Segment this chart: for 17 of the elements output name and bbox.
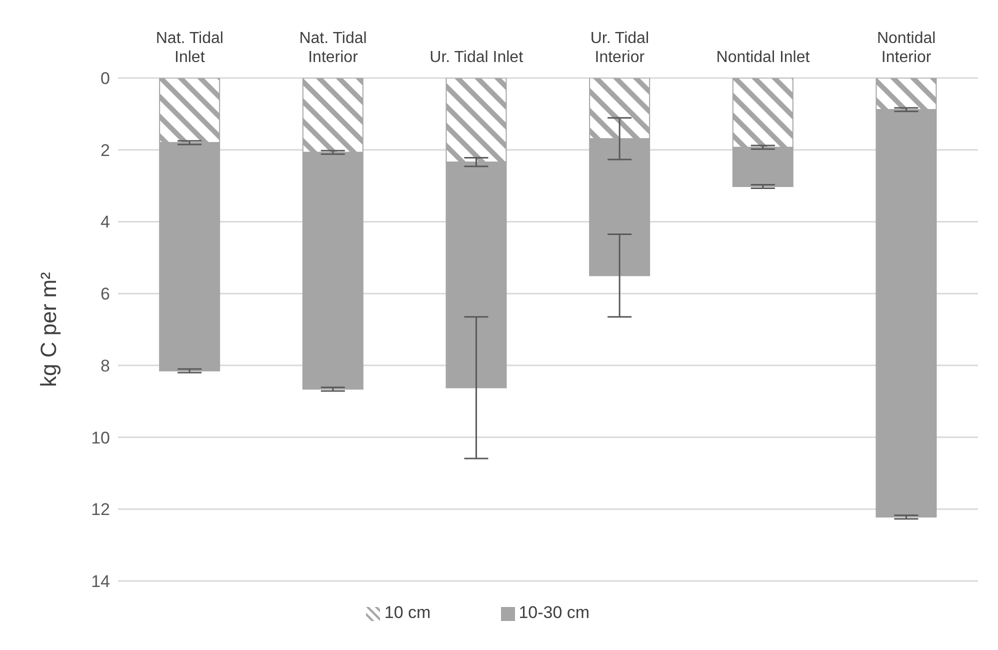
- y-tick-label: 4: [100, 212, 110, 232]
- y-tick-label: 8: [100, 356, 110, 376]
- legend-label: 10 cm: [384, 603, 431, 622]
- y-axis-title: kg C per m²: [36, 272, 61, 387]
- y-tick-label: 2: [100, 140, 110, 160]
- x-tick-label: Nontidal Inlet: [716, 49, 810, 66]
- legend-label: 10-30 cm: [518, 603, 590, 622]
- y-tick-label: 0: [100, 69, 110, 88]
- x-tick-label: Nat. Tidal Inlet: [156, 30, 224, 66]
- x-tick-label: Ur. Tidal Inlet: [430, 49, 524, 66]
- y-tick-label: 6: [100, 284, 110, 304]
- y-tick-label: 12: [91, 500, 110, 520]
- x-tick-label: Ur. Tidal Interior: [590, 30, 650, 66]
- x-tick-label: Nat. Tidal Interior: [299, 30, 367, 66]
- x-tick-label: Nontidal Interior: [876, 30, 936, 66]
- y-tick-label: 14: [91, 572, 110, 592]
- y-tick-label: 10: [91, 428, 110, 448]
